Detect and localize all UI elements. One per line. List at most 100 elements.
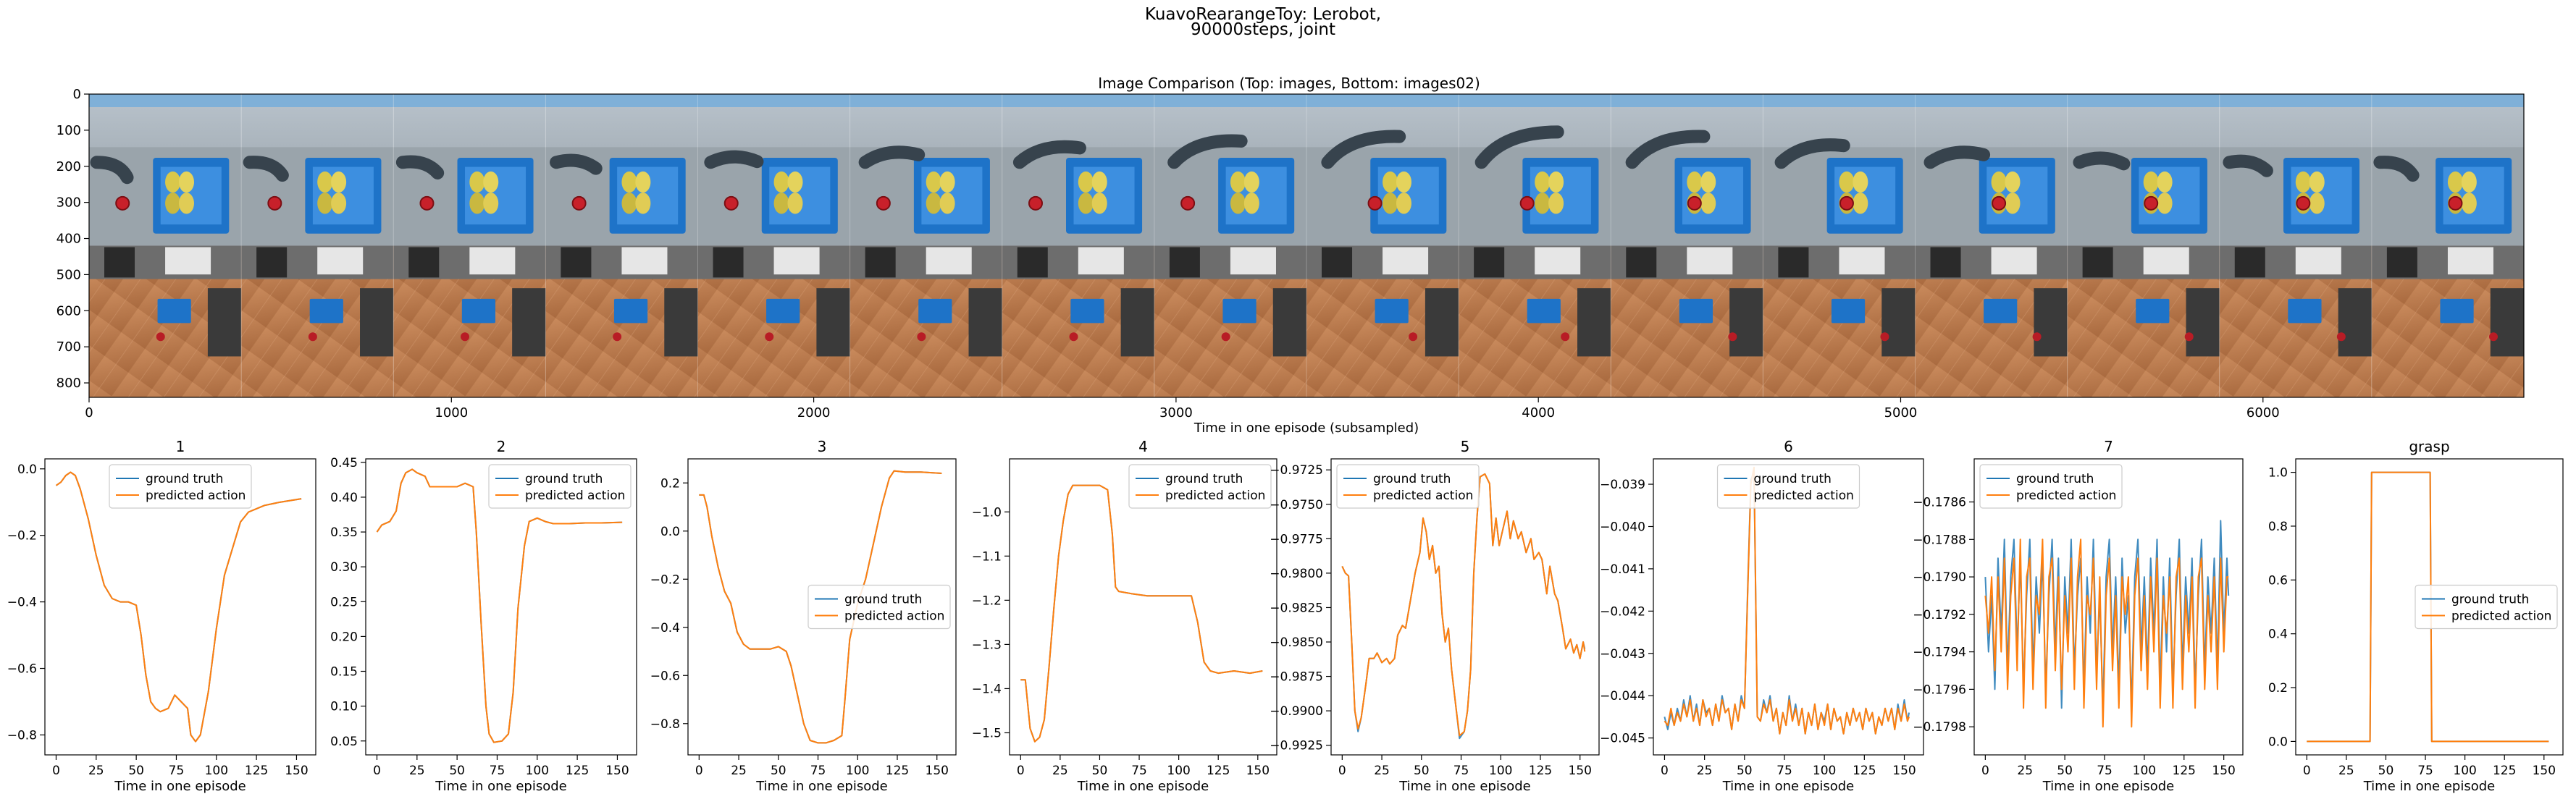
y-tick-label: −0.6 — [7, 662, 37, 677]
legend: ground truth predicted action — [1979, 464, 2123, 509]
x-tick-label: 25 — [1697, 764, 1713, 778]
subplot-title: 1 — [176, 438, 185, 455]
x-axis-label: Time in one episode — [1077, 779, 1209, 794]
y-tick-label: −0.2 — [650, 572, 680, 587]
x-tick-label: 125 — [2173, 764, 2196, 778]
x-tick-label: 0 — [1017, 764, 1025, 778]
x-tick-label: 25 — [409, 764, 425, 778]
series-predicted-action-line — [376, 468, 623, 743]
x-axis-label: Time in one episode — [435, 779, 567, 794]
legend-label-ground-truth: ground truth — [1165, 472, 1243, 486]
x-tick-label: 50 — [449, 764, 465, 778]
x-axis-label: Time in one episode — [114, 779, 246, 794]
y-tick-label: −0.1786 — [1913, 496, 1966, 510]
figure-title-line2: 90000steps, joint — [1191, 20, 1335, 39]
x-tick-label: 100 — [2453, 764, 2476, 778]
camera-frame — [240, 94, 394, 397]
y-tick-label: 0.4 — [2268, 628, 2288, 642]
series-predicted-action-line — [1664, 466, 1910, 735]
y-tick-label: 0.0 — [660, 525, 680, 539]
y-tick-label: 0.10 — [330, 700, 358, 714]
x-tick-label: 50 — [1737, 764, 1753, 778]
y-tick-label: 0.8 — [2268, 520, 2288, 534]
subplot-4: 4 0 25 50 75 100 125 150 Time in one episode −1.0… — [972, 438, 1277, 794]
image-y-tick-label: 500 — [56, 267, 81, 282]
y-tick-label: −1.0 — [972, 505, 1002, 520]
x-tick-label: 25 — [1052, 764, 1068, 778]
y-tick-label: −0.1798 — [1913, 720, 1966, 735]
y-tick-label: −1.2 — [972, 593, 1002, 608]
legend-box — [1979, 464, 2123, 509]
y-tick-label: −0.9775 — [1270, 532, 1323, 546]
x-tick-label: 50 — [1092, 764, 1108, 778]
image-x-tick-label: 1000 — [435, 405, 468, 421]
y-tick-label: −0.4 — [650, 621, 680, 635]
y-tick-label: 0.2 — [2268, 681, 2288, 696]
image-x-tick-label: 6000 — [2246, 405, 2280, 421]
y-tick-label: −0.9750 — [1270, 498, 1323, 512]
y-tick-label: −0.9800 — [1270, 567, 1323, 581]
x-tick-label: 100 — [526, 764, 549, 778]
subplot-title: grasp — [2409, 438, 2449, 455]
y-tick-label: −0.044 — [1600, 689, 1645, 704]
y-tick-label: −0.041 — [1600, 562, 1645, 577]
y-tick-label: −0.1788 — [1913, 533, 1966, 547]
x-tick-label: 75 — [1453, 764, 1469, 778]
x-tick-label: 75 — [1776, 764, 1792, 778]
image-x-tick-label: 2000 — [797, 405, 831, 421]
image-panel-frame — [88, 93, 2525, 398]
camera-frame — [849, 94, 1002, 397]
y-tick-label: −1.1 — [972, 549, 1002, 564]
camera-frame — [697, 94, 850, 397]
subplot-6: 6 0 25 50 75 100 125 150 Time in one episode −0.0… — [1600, 438, 1924, 794]
x-tick-label: 150 — [2533, 764, 2556, 778]
x-axis-label: Time in one episode — [2042, 779, 2175, 794]
y-tick-label: −0.043 — [1600, 647, 1645, 662]
camera-frame — [1458, 94, 1611, 397]
camera-frame — [1306, 94, 1459, 397]
legend-label-ground-truth: ground truth — [2451, 593, 2529, 607]
legend-label-predicted-action: predicted action — [146, 489, 246, 503]
image-y-tick-label: 400 — [56, 232, 81, 247]
legend: ground truth predicted action — [488, 464, 632, 509]
plot-frame — [1973, 458, 2244, 756]
y-tick-label: −0.2 — [7, 529, 37, 544]
y-tick-label: −1.5 — [972, 726, 1002, 740]
image-y-tick-label: 0 — [73, 87, 81, 102]
x-tick-label: 75 — [2097, 764, 2113, 778]
y-tick-label: 0.25 — [330, 595, 358, 609]
series-predicted-action-line — [699, 470, 942, 744]
image-x-tick-label: 3000 — [1159, 405, 1193, 421]
legend-label-predicted-action: predicted action — [1165, 489, 1265, 503]
plot-frame — [1653, 458, 1924, 756]
x-tick-label: 100 — [2133, 764, 2156, 778]
subplot-title: 5 — [1461, 438, 1470, 455]
legend-box — [1128, 464, 1272, 509]
camera-frame — [1610, 94, 1763, 397]
y-tick-label: 0.40 — [330, 491, 358, 505]
x-tick-label: 75 — [2417, 764, 2433, 778]
y-tick-label: 0.45 — [330, 456, 358, 470]
x-tick-label: 125 — [1529, 764, 1552, 778]
camera-frame — [2219, 94, 2372, 397]
camera-frame — [1915, 94, 2068, 397]
y-tick-label: −1.4 — [972, 682, 1002, 696]
y-tick-label: −0.1796 — [1913, 683, 1966, 697]
y-tick-label: 0.0 — [2268, 735, 2288, 749]
figure-title-line1: KuavoRearangeToy: Lerobot, — [1145, 5, 1381, 24]
x-tick-label: 50 — [771, 764, 786, 778]
y-tick-label: −0.040 — [1600, 520, 1645, 534]
y-tick-label: −0.9875 — [1270, 670, 1323, 685]
legend-label-ground-truth: ground truth — [1754, 472, 1832, 486]
plot-frame — [1330, 458, 1600, 756]
x-tick-label: 25 — [731, 764, 747, 778]
legend-box — [1716, 464, 1860, 509]
y-tick-label: −0.045 — [1600, 732, 1645, 746]
x-tick-label: 0 — [1661, 764, 1669, 778]
camera-frame — [393, 94, 546, 397]
image-comparison-panel: Image Comparison (Top: images, Bottom: i… — [56, 75, 2525, 436]
plot-frame — [365, 458, 637, 756]
x-tick-label: 150 — [2212, 764, 2235, 778]
